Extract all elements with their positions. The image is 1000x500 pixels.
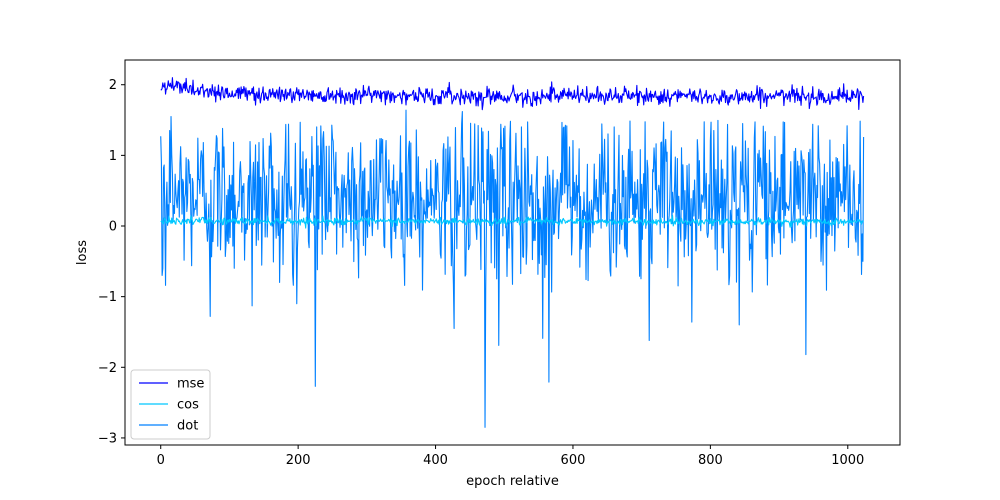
axes-frame — [124, 59, 901, 446]
x-tick-label: 400 — [423, 453, 448, 468]
y-tick-label: 0 — [109, 220, 117, 235]
y-tick-label: −3 — [98, 431, 117, 446]
legend-label-cos: cos — [177, 398, 199, 413]
series-line-cos — [160, 214, 864, 229]
x-axis-label: epoch relative — [466, 474, 559, 489]
x-axis-ticks: 0 200 400 600 800 1000 — [157, 445, 864, 468]
plot-area — [160, 77, 865, 428]
legend-label-dot: dot — [177, 419, 198, 434]
x-tick-label: 800 — [698, 453, 723, 468]
legend-box — [130, 369, 211, 440]
y-tick-label: −2 — [98, 361, 117, 376]
y-axis-label: loss — [75, 240, 90, 265]
x-tick-label: 1000 — [831, 453, 864, 468]
x-tick-label: 0 — [157, 453, 165, 468]
y-tick-label: 2 — [109, 78, 117, 93]
series-line-mse — [160, 77, 865, 111]
x-tick-label: 600 — [561, 453, 586, 468]
x-tick-label: 200 — [286, 453, 311, 468]
legend-label-mse: mse — [177, 377, 204, 392]
y-axis-ticks: −3 −2 −1 0 1 2 — [98, 78, 125, 446]
y-tick-label: 1 — [109, 149, 117, 164]
legend: mse cos dot — [130, 369, 211, 440]
y-tick-label: −1 — [98, 290, 117, 305]
series-line-dot — [160, 109, 865, 428]
